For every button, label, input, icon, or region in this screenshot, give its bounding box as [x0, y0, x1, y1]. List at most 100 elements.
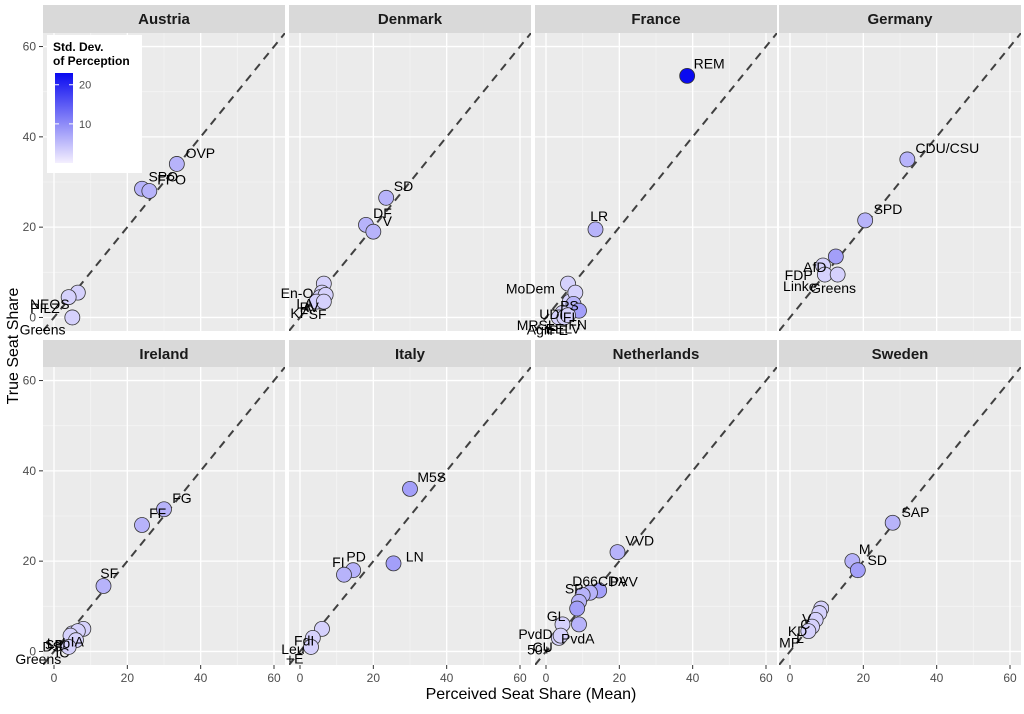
point-label: SF [309, 306, 327, 322]
data-point-greens [60, 639, 77, 655]
data-point-pilz [60, 289, 77, 306]
data-point-rem [679, 67, 696, 84]
point-label: NEOS [30, 296, 70, 312]
x-tick-label: 20 [857, 671, 871, 685]
point-label: PVV [610, 573, 639, 589]
data-point-greens [829, 266, 846, 283]
point-label: En-O [281, 285, 314, 301]
point-label: 50+ [527, 641, 551, 657]
point-label: FI [332, 554, 344, 570]
legend-tick-label: 10 [79, 119, 91, 131]
y-tick-label: 20 [23, 220, 37, 234]
point-label: SP [45, 636, 64, 652]
point-label: SPD [874, 201, 903, 217]
facet-title: Ireland [139, 346, 188, 363]
data-point-lr [587, 221, 604, 238]
x-tick-label: 60 [759, 671, 773, 685]
point-label: M [859, 541, 871, 557]
point-label: RV [300, 299, 320, 315]
point-label: Linke [783, 278, 817, 294]
point-label: SP [565, 581, 584, 597]
x-tick-label: 60 [1003, 671, 1017, 685]
point-label: SD [868, 552, 887, 568]
point-label: SD [394, 178, 413, 194]
data-point--e [303, 639, 319, 655]
data-point-sf [95, 578, 112, 594]
facet-title: Italy [395, 346, 426, 363]
identity-reference-line [43, 33, 285, 331]
y-tick-label: 0 [29, 644, 36, 658]
facet-title: Austria [138, 11, 190, 28]
point-label: Greens [810, 280, 856, 296]
point-label: FG [172, 490, 191, 506]
y-tick-label: 60 [23, 40, 37, 54]
data-point-vvd [609, 544, 626, 561]
facet-strip [43, 5, 285, 33]
y-tick-label: 0 [29, 310, 36, 324]
legend-title-line2: of Perception [53, 54, 130, 68]
point-label: FDP [785, 267, 813, 283]
x-tick-label: 0 [787, 671, 794, 685]
data-point-cu [552, 627, 569, 644]
point-label: SAP [901, 504, 929, 520]
point-label: FF [149, 505, 166, 521]
facet-title: Netherlands [613, 346, 700, 363]
x-tick-label: 0 [51, 671, 58, 685]
facet-strip [289, 5, 531, 33]
identity-reference-line [43, 367, 285, 665]
point-label: CU [533, 639, 553, 655]
data-point-m5s [402, 481, 418, 497]
point-label: IC [55, 645, 69, 661]
data-point-eelv [560, 307, 576, 324]
x-tick-label: 40 [686, 671, 700, 685]
facet-strip [535, 340, 777, 368]
point-label: PILZ [30, 300, 60, 316]
color-legend: Std. Dev.of Perception 10 20 [47, 35, 142, 173]
x-tick-label: 40 [930, 671, 944, 685]
facet-strip [779, 340, 1021, 368]
point-label: FdI [294, 633, 314, 649]
identity-reference-line [779, 33, 1021, 331]
data-point-v [365, 223, 382, 240]
facet-title: Sweden [872, 346, 929, 363]
point-label: +E [286, 651, 304, 667]
point-label: FN [568, 317, 587, 333]
point-label: D66 [572, 573, 598, 589]
x-tick-label: 0 [297, 671, 304, 685]
facet-strip [535, 5, 777, 33]
point-label: CDU/CSU [915, 140, 979, 156]
y-tick-label: 40 [23, 464, 37, 478]
point-label: EELV [546, 320, 581, 336]
data-point-spd [857, 212, 874, 229]
facet-title: France [631, 11, 680, 28]
point-label: PE [549, 322, 568, 338]
data-point-afd [827, 248, 844, 265]
x-tick-label: 20 [613, 671, 627, 685]
point-label: UDI [539, 306, 563, 322]
legend-colorbar [55, 73, 73, 163]
point-label: LA [296, 296, 314, 312]
y-tick-label: 40 [23, 130, 37, 144]
data-point-mp [800, 623, 817, 640]
data-point-sd [378, 189, 395, 206]
data-point-pvda [571, 616, 587, 633]
x-tick-label: 40 [440, 671, 454, 685]
x-tick-label: 20 [121, 671, 135, 685]
point-label: V [383, 213, 393, 229]
point-label: DS [42, 639, 61, 655]
facet-title: Germany [867, 11, 933, 28]
point-label: LR [590, 208, 608, 224]
data-point-ovp [168, 156, 185, 172]
x-tick-label: 60 [513, 671, 527, 685]
point-label: PS [560, 297, 579, 313]
point-label: Lab [47, 635, 71, 651]
y-tick-label: 60 [23, 374, 37, 388]
facet-strip [289, 340, 531, 368]
point-label: FPO [157, 171, 186, 187]
point-label: PvdD [518, 626, 552, 642]
